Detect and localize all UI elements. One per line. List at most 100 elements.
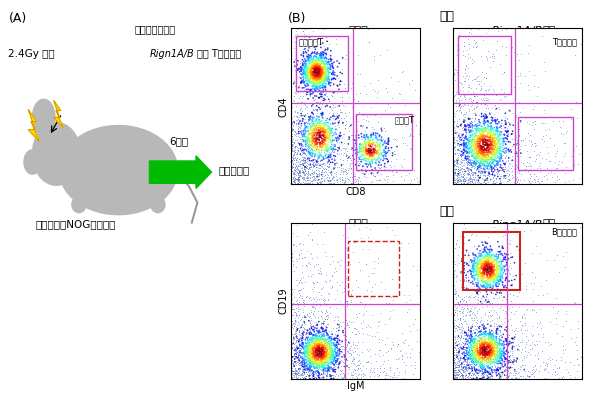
- Point: [484, 252, 494, 258]
- Point: [308, 332, 318, 339]
- Point: [481, 368, 491, 375]
- Point: [331, 350, 341, 356]
- Point: [460, 122, 470, 129]
- Point: [465, 145, 475, 151]
- Point: [478, 356, 488, 362]
- Point: [320, 123, 329, 130]
- Point: [496, 135, 505, 142]
- Point: [505, 354, 514, 360]
- Point: [466, 343, 476, 349]
- Point: [475, 141, 485, 147]
- Point: [397, 347, 406, 353]
- Point: [314, 343, 323, 350]
- Point: [494, 273, 503, 279]
- Point: [323, 133, 332, 139]
- Point: [515, 362, 525, 369]
- Point: [484, 331, 493, 338]
- Point: [473, 166, 482, 172]
- Point: [325, 131, 335, 138]
- Point: [473, 256, 482, 262]
- Point: [488, 345, 498, 351]
- Point: [325, 154, 335, 160]
- Point: [308, 77, 317, 83]
- Point: [406, 132, 415, 139]
- Point: [305, 63, 315, 70]
- Point: [490, 262, 499, 268]
- Point: [463, 350, 473, 357]
- Point: [481, 247, 490, 254]
- Point: [509, 174, 518, 180]
- Point: [349, 345, 359, 351]
- Point: [470, 352, 480, 358]
- Point: [486, 323, 496, 329]
- Point: [448, 305, 458, 311]
- Point: [325, 365, 335, 371]
- Point: [321, 279, 331, 285]
- Point: [340, 298, 350, 305]
- Point: [481, 372, 491, 379]
- Point: [463, 269, 473, 275]
- Point: [479, 163, 488, 169]
- Point: [452, 129, 461, 135]
- Point: [451, 352, 461, 358]
- Point: [463, 354, 473, 361]
- Point: [484, 348, 494, 355]
- Point: [308, 159, 317, 165]
- Point: [326, 82, 335, 89]
- Point: [299, 113, 308, 119]
- Point: [469, 337, 479, 343]
- Point: [488, 145, 498, 152]
- Point: [472, 126, 481, 132]
- Point: [449, 348, 459, 355]
- Point: [496, 125, 505, 132]
- Point: [293, 145, 303, 151]
- Point: [325, 136, 334, 142]
- Point: [478, 148, 487, 155]
- Point: [330, 157, 340, 164]
- Point: [363, 145, 373, 151]
- Point: [305, 358, 314, 364]
- Point: [307, 367, 316, 374]
- Point: [302, 365, 312, 372]
- Point: [481, 141, 491, 147]
- Point: [322, 73, 331, 79]
- Point: [296, 144, 305, 151]
- Point: [485, 276, 494, 282]
- Point: [528, 298, 538, 305]
- Point: [466, 307, 475, 313]
- Point: [479, 121, 489, 128]
- Point: [452, 339, 461, 345]
- Point: [313, 131, 322, 137]
- Point: [471, 39, 481, 46]
- Point: [450, 372, 460, 378]
- Point: [389, 178, 398, 184]
- Point: [502, 296, 511, 302]
- Point: [302, 89, 312, 96]
- Point: [321, 327, 331, 333]
- Point: [304, 65, 314, 71]
- Point: [324, 134, 334, 141]
- Point: [488, 338, 497, 344]
- Point: [290, 145, 300, 151]
- Point: [453, 95, 463, 102]
- Point: [353, 284, 362, 290]
- Point: [315, 361, 325, 368]
- Point: [348, 179, 358, 185]
- Point: [487, 266, 496, 273]
- Point: [299, 358, 308, 364]
- Point: [308, 344, 317, 351]
- Point: [314, 370, 324, 377]
- Point: [290, 167, 300, 174]
- Point: [366, 139, 376, 145]
- Point: [508, 128, 517, 134]
- Point: [363, 234, 373, 240]
- Point: [313, 75, 322, 82]
- Point: [308, 371, 318, 378]
- Point: [296, 65, 306, 72]
- Point: [487, 170, 496, 176]
- Point: [485, 144, 495, 150]
- Point: [452, 52, 461, 58]
- Point: [491, 149, 501, 156]
- Point: [311, 60, 320, 66]
- Point: [323, 128, 332, 135]
